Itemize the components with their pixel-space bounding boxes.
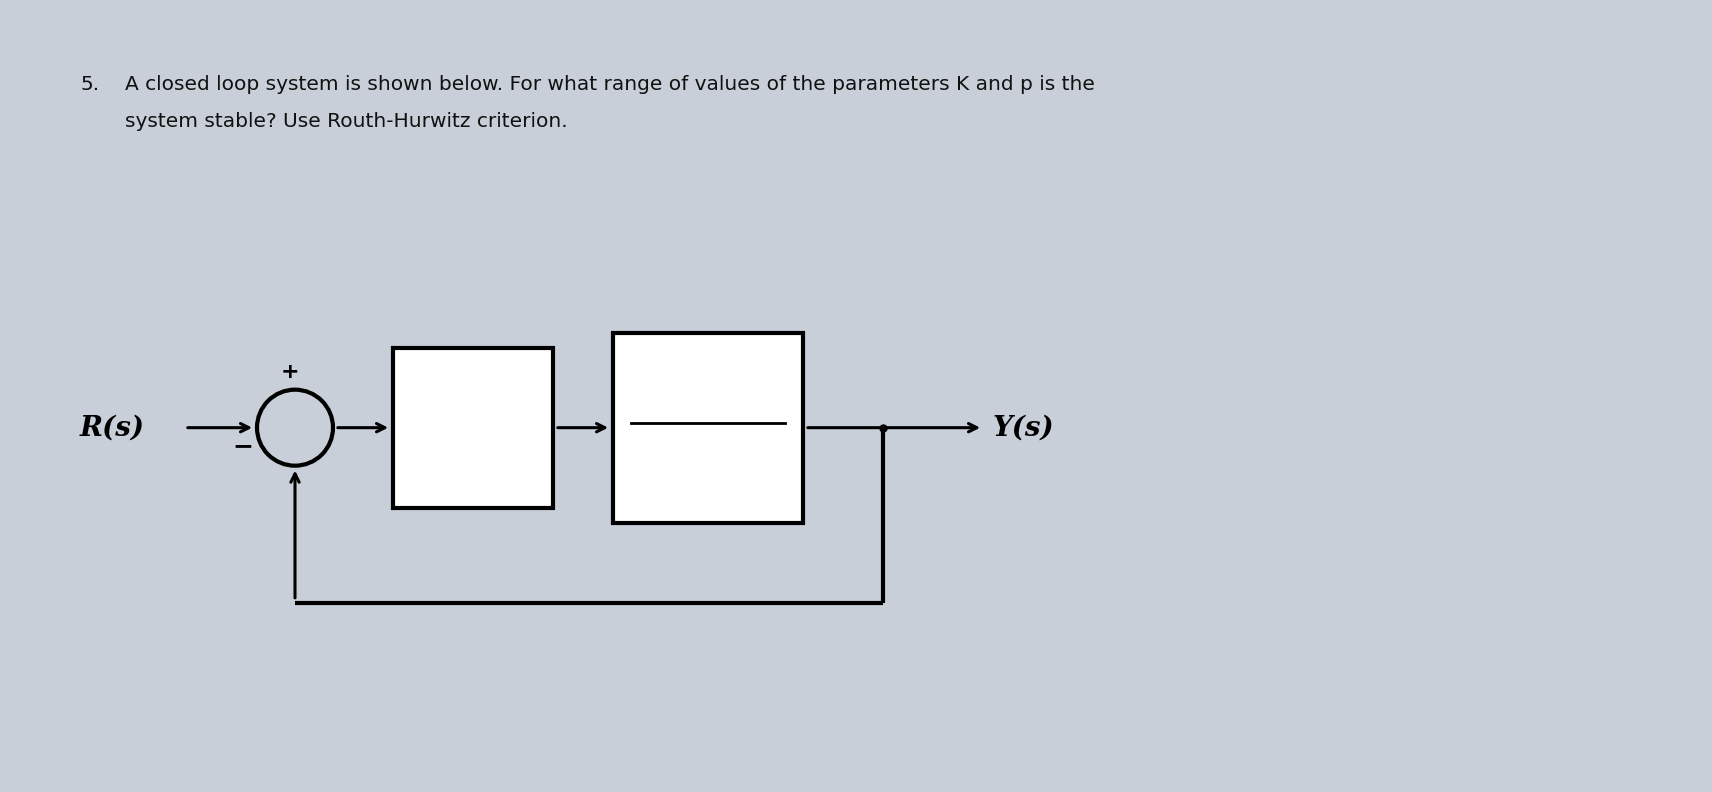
Text: +: +: [281, 362, 300, 382]
Text: −: −: [233, 434, 253, 458]
Text: A closed loop system is shown below. For what range of values of the parameters : A closed loop system is shown below. For…: [125, 75, 1096, 94]
Text: 5.: 5.: [80, 75, 99, 94]
Bar: [613, 333, 803, 523]
Text: system stable? Use Routh-Hurwitz criterion.: system stable? Use Routh-Hurwitz criteri…: [125, 112, 568, 131]
Text: Ks + 1: Ks + 1: [419, 408, 526, 437]
Bar: [394, 348, 553, 508]
Text: Y(s): Y(s): [993, 414, 1055, 441]
Text: $s^2(s + p)$: $s^2(s + p)$: [651, 451, 767, 486]
Text: 1: 1: [697, 365, 719, 396]
Text: R(s): R(s): [80, 414, 146, 441]
